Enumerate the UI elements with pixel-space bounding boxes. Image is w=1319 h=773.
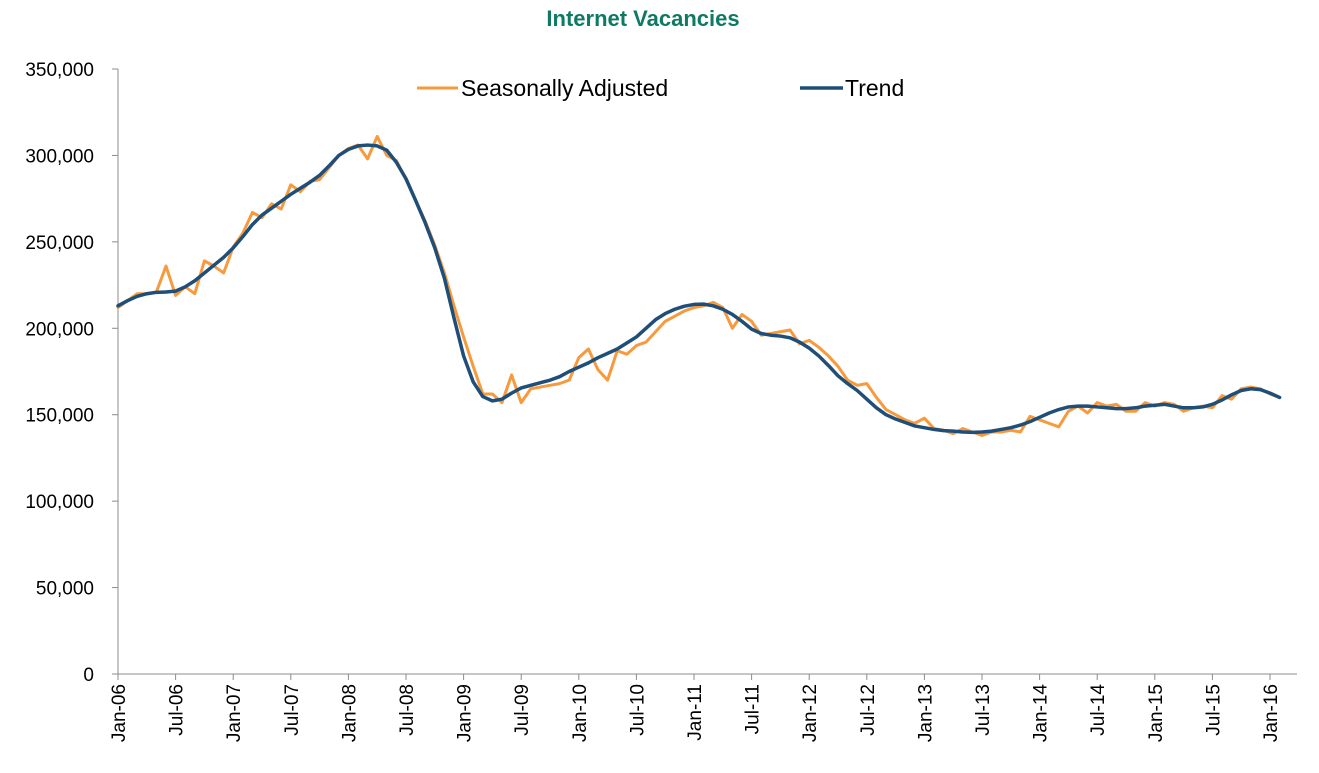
legend-seasonally-adjusted-label: Seasonally Adjusted	[461, 75, 668, 101]
y-tick-label: 200,000	[25, 319, 94, 340]
x-tick-label: Jul-09	[512, 684, 533, 736]
x-tick-label: Jan-13	[915, 684, 936, 742]
x-tick-label: Jul-07	[282, 684, 303, 736]
y-tick-label: 150,000	[25, 406, 94, 427]
x-tick-label: Jan-06	[109, 684, 130, 742]
y-tick-label: 300,000	[25, 146, 94, 167]
x-tick-label: Jul-12	[858, 684, 879, 736]
legend-trend-label: Trend	[845, 75, 904, 101]
y-tick-label: 50,000	[36, 579, 94, 600]
chart-title: Internet Vacancies	[546, 6, 740, 31]
x-tick-label: Jan-10	[570, 684, 591, 742]
x-tick-label: Jul-15	[1203, 684, 1224, 736]
y-tick-label: 350,000	[25, 60, 94, 81]
x-tick-label: Jan-15	[1146, 684, 1167, 742]
y-tick-label: 0	[83, 665, 94, 686]
y-tick-label: 100,000	[25, 492, 94, 513]
x-tick-label: Jul-13	[973, 684, 994, 736]
y-tick-label: 250,000	[25, 233, 94, 254]
x-tick-label: Jul-10	[627, 684, 648, 736]
trend-line	[116, 143, 1282, 435]
y-axis-ticks: 0 50,000 100,000 150,000 200,000 250,000 300,0…	[25, 60, 118, 686]
x-tick-label: Jan-14	[1031, 684, 1052, 743]
x-tick-label: Jul-11	[743, 684, 764, 734]
x-tick-label: Jan-08	[339, 684, 360, 742]
x-axis-ticks: Jan-06 Jul-06 Jan-07 Jul-07 Jan-08 Jul-08 Jan-…	[109, 674, 1282, 742]
x-tick-label: Jan-11	[685, 684, 706, 741]
x-tick-label: Jan-16	[1261, 684, 1282, 742]
x-tick-label: Jul-08	[397, 684, 418, 736]
x-tick-label: Jul-06	[167, 684, 188, 736]
x-tick-label: Jul-14	[1088, 684, 1109, 736]
series-layer	[116, 134, 1282, 437]
x-tick-label: Jan-09	[455, 684, 476, 742]
seasonally-adjusted-line	[116, 134, 1282, 437]
chart-axes	[117, 69, 1297, 675]
legend: Seasonally Adjusted Trend	[417, 75, 904, 101]
x-tick-label: Jan-07	[224, 684, 245, 742]
x-tick-label: Jan-12	[800, 684, 821, 742]
